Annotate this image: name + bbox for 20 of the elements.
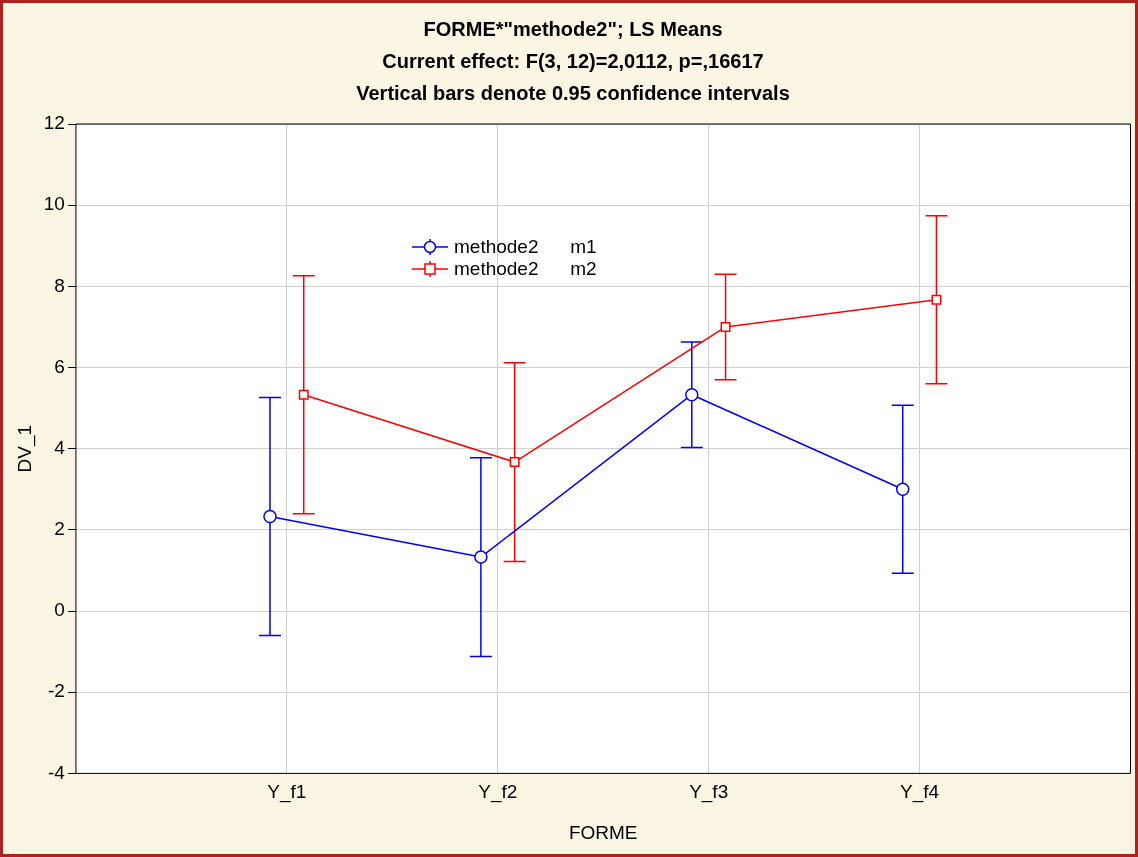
x-axis-title: FORME (568, 821, 638, 843)
y-tick-label: -2 (48, 680, 65, 702)
y-tick-label: 2 (54, 518, 65, 540)
legend-label: methode2 m2 (454, 258, 597, 280)
x-tick-label: Y_f2 (478, 781, 518, 804)
y-tick-label: 4 (54, 436, 66, 458)
y-tick-label: 0 (54, 599, 65, 621)
y-tick-label: 6 (54, 355, 65, 377)
chart-title: FORME*"methode2"; LS Means (423, 17, 723, 40)
y-tick-label: 10 (43, 193, 65, 215)
y-axis-title: DV_1 (13, 424, 36, 473)
y-tick-label: 8 (54, 274, 65, 296)
x-tick-label: Y_f4 (900, 781, 940, 804)
text: Vertical bars denote 0.95 confidence intervals (356, 81, 790, 104)
y-tick-label: -4 (48, 761, 66, 783)
x-tick-label: Y_f3 (689, 781, 729, 804)
chart-subtitle: Current effect: F(3, 12)=2,0112, p=,16617 (382, 49, 764, 72)
y-tick-label: 12 (43, 112, 65, 134)
legend-label: methode2 m1 (454, 236, 597, 258)
x-tick-label: Y_f1 (267, 781, 307, 804)
